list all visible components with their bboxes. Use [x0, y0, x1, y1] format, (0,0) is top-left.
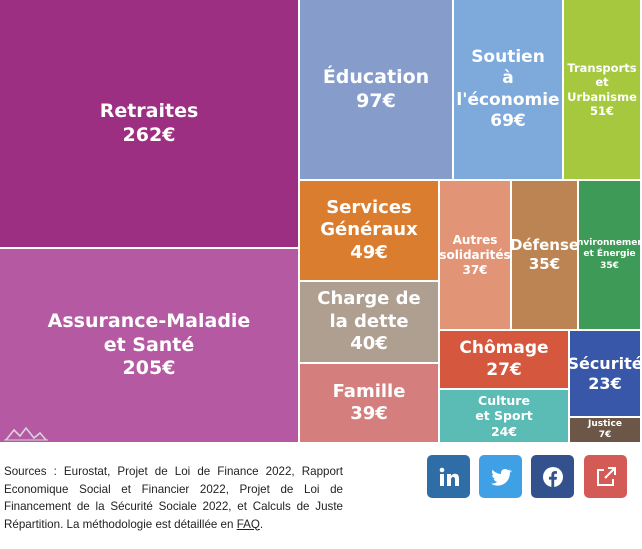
treemap-cell-value: 37€ [462, 262, 488, 277]
treemap-cell-label: Éducation [322, 65, 430, 88]
treemap-cell-value: 27€ [486, 359, 522, 380]
treemap-cell-13: Famille 39€ [300, 364, 440, 444]
twitter-share-button[interactable] [479, 455, 522, 498]
treemap-cell-10: Charge de la dette 40€ [300, 282, 440, 364]
linkedin-share-button[interactable] [427, 455, 470, 498]
treemap-cell-label: Défense [512, 236, 579, 255]
share-icon [596, 466, 616, 486]
treemap-cell-value: 205€ [122, 357, 176, 380]
treemap-cell-14: Culture et Sport 24€ [440, 390, 570, 444]
treemap-cell-value: 49€ [350, 241, 388, 263]
treemap-cell-label: Famille [332, 380, 406, 402]
faq-link[interactable]: FAQ [236, 517, 260, 531]
treemap-cell-label: Justice [588, 418, 622, 429]
treemap-cell-label: Soutien à l'économie [456, 47, 560, 110]
treemap-cell-value: 262€ [122, 123, 176, 146]
treemap-cell-label: Chômage [459, 338, 549, 359]
linkedin-icon [439, 467, 459, 486]
treemap-cell-1: Retraites 262€ [0, 0, 300, 249]
treemap-cell-label: Sécurité [570, 353, 642, 373]
share-button[interactable] [584, 455, 627, 498]
treemap-cell-label: Services Généraux [320, 196, 418, 241]
treemap-cell-value: 69€ [490, 110, 526, 131]
treemap-cell-4: Soutien à l'économie 69€ [454, 0, 564, 181]
treemap-cell-value: 40€ [350, 333, 388, 355]
treemap-cell-8: Défense 35€ [512, 181, 579, 331]
facebook-share-button[interactable] [531, 455, 574, 498]
treemap-cell-value: 51€ [589, 103, 614, 118]
site-logo-icon [4, 426, 48, 441]
treemap-cell-label: Retraites [99, 99, 199, 122]
treemap-cell-value: 7€ [598, 430, 612, 440]
treemap-cell-label: Charge de la dette [317, 288, 421, 332]
treemap-cell-7: Autres solidarités 37€ [440, 181, 512, 331]
treemap-cell-11: Chômage 27€ [440, 331, 570, 390]
treemap-cell-12: Sécurité 23€ [570, 331, 642, 418]
treemap-cell-label: Environnement et Énergie [579, 238, 640, 260]
facebook-icon [542, 466, 563, 487]
treemap-cell-3: Éducation 97€ [300, 0, 454, 181]
treemap-chart: Retraites 262€ Assurance-Maladie et Santé 2… [0, 0, 642, 444]
treemap-cell-6: Services Généraux 49€ [300, 181, 440, 282]
treemap-cell-5: Transports et Urbanisme 51€ [564, 0, 642, 181]
treemap-cell-value: 24€ [490, 423, 518, 439]
treemap-cell-label: Culture et Sport [475, 392, 533, 424]
treemap-cell-label: Assurance-Maladie et Santé [47, 309, 251, 356]
treemap-cell-value: 35€ [600, 260, 619, 271]
sources-text: Sources : Eurostat, Projet de Loi de Fin… [4, 463, 343, 533]
treemap-cell-label: Transports et Urbanisme [567, 60, 637, 104]
sources-period: . [259, 517, 264, 531]
treemap-cell-value: 39€ [350, 403, 388, 424]
treemap-cell-value: 23€ [588, 373, 622, 393]
treemap-cell-label: Autres solidarités [440, 232, 511, 262]
twitter-icon [490, 468, 512, 486]
treemap-cell-2: Assurance-Maladie et Santé 205€ [0, 249, 300, 444]
treemap-cell-15: Justice 7€ [570, 418, 642, 444]
treemap-cell-value: 35€ [528, 255, 561, 273]
sources-label: Sources : Eurostat, Projet de Loi de Fin… [4, 465, 343, 531]
treemap-cell-value: 97€ [356, 89, 396, 112]
